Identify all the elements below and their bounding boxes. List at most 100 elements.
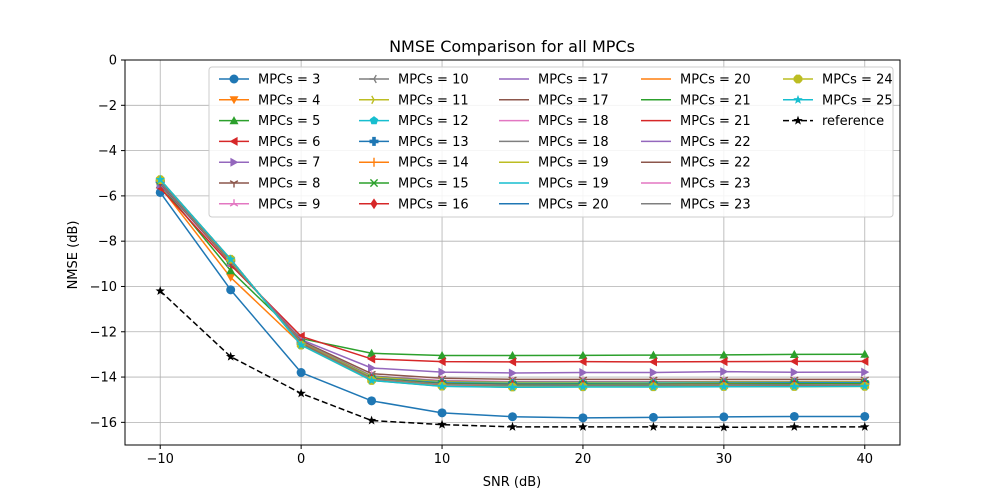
legend-entry: MPCs = 5 — [219, 114, 320, 129]
y-tick-label: −10 — [90, 280, 117, 295]
legend-entry: MPCs = 9 — [219, 197, 320, 212]
series-31 — [155, 286, 870, 432]
legend-label: MPCs = 15 — [398, 177, 469, 192]
legend: MPCs = 3 MPCs = 4 MPCs = 5 MPCs = 6 MPCs = 7… — [208, 66, 894, 218]
data-point — [860, 356, 869, 366]
legend-entry: MPCs = 4 — [219, 93, 320, 108]
legend-box — [208, 66, 894, 218]
data-point — [369, 116, 379, 125]
data-point — [648, 382, 659, 392]
data-point — [296, 340, 306, 350]
data-point — [508, 368, 517, 378]
y-tick-label: −12 — [90, 325, 117, 340]
data-point — [229, 74, 239, 84]
data-point — [790, 367, 799, 377]
legend-entry: MPCs = 23 — [641, 177, 751, 192]
data-point — [860, 421, 870, 431]
legend-label: MPCs = 11 — [398, 93, 469, 108]
legend-label: MPCs = 13 — [398, 135, 469, 150]
legend-label: MPCs = 5 — [258, 114, 320, 129]
data-point — [437, 357, 446, 367]
data-point — [508, 412, 517, 422]
series-layer — [155, 174, 870, 432]
legend-label: MPCs = 23 — [680, 197, 751, 212]
legend-label: MPCs = 18 — [538, 114, 609, 129]
legend-entry: MPCs = 3 — [219, 73, 320, 88]
x-axis-label: SNR (dB) — [483, 475, 541, 490]
legend-entry: MPCs = 10 — [359, 73, 469, 88]
data-point — [789, 356, 798, 366]
legend-label: MPCs = 21 — [680, 93, 751, 108]
series-30 — [155, 174, 870, 392]
data-point — [370, 198, 378, 210]
data-point — [578, 350, 588, 359]
data-point — [366, 415, 377, 425]
legend-label: MPCs = 21 — [680, 114, 751, 129]
data-point — [437, 408, 447, 418]
data-point — [366, 375, 377, 385]
legend-entry: MPCs = 12 — [359, 114, 469, 129]
data-point — [437, 419, 447, 429]
data-point — [789, 411, 799, 421]
data-point — [369, 136, 379, 146]
legend-entry: MPCs = 15 — [359, 177, 469, 192]
data-point — [861, 367, 870, 377]
data-point — [649, 368, 658, 378]
data-point — [367, 363, 377, 373]
data-point — [578, 382, 588, 392]
legend-label: MPCs = 10 — [398, 73, 469, 88]
legend-label: MPCs = 17 — [538, 73, 609, 88]
legend-label: MPCs = 3 — [258, 73, 320, 88]
legend-entry: MPCs = 18 — [499, 114, 609, 129]
legend-entry: MPCs = 23 — [641, 197, 751, 212]
data-point — [578, 357, 587, 367]
legend-entry: MPCs = 21 — [641, 114, 751, 129]
data-point — [226, 273, 236, 282]
y-tick-label: −8 — [98, 235, 117, 250]
data-point — [719, 381, 729, 391]
legend-label: MPCs = 25 — [822, 93, 893, 108]
legend-entry: MPCs = 6 — [219, 135, 320, 150]
legend-label: MPCs = 7 — [258, 156, 320, 171]
data-point — [155, 286, 165, 296]
data-point — [719, 412, 729, 422]
y-tick-label: −16 — [90, 416, 117, 431]
legend-entry: MPCs = 13 — [359, 135, 469, 150]
data-point — [793, 115, 803, 125]
legend-label: MPCs = 23 — [680, 177, 751, 192]
data-point — [369, 157, 379, 167]
legend-entry: MPCs = 22 — [641, 156, 751, 171]
data-point — [648, 357, 658, 367]
x-tick-label: 10 — [434, 452, 451, 467]
data-point — [860, 349, 870, 358]
legend-label: MPCs = 12 — [398, 114, 469, 129]
legend-entry: MPCs = 17 — [499, 93, 609, 108]
legend-label: MPCs = 8 — [258, 177, 320, 192]
data-point — [369, 74, 377, 84]
data-point — [793, 94, 803, 104]
y-tick-label: −2 — [98, 99, 117, 114]
data-point — [367, 354, 376, 364]
legend-entry: MPCs = 19 — [499, 156, 609, 171]
data-point — [229, 180, 239, 188]
data-point — [578, 413, 588, 423]
data-point — [648, 350, 658, 359]
data-point — [507, 382, 518, 392]
x-tick-label: −10 — [147, 452, 174, 467]
data-point — [229, 136, 238, 146]
legend-label: MPCs = 20 — [538, 197, 609, 212]
legend-label: MPCs = 19 — [538, 156, 609, 171]
data-point — [579, 368, 588, 378]
legend-label: MPCs = 14 — [398, 156, 469, 171]
data-point — [719, 422, 729, 432]
data-point — [230, 157, 239, 167]
data-point — [437, 351, 447, 360]
legend-label: MPCs = 18 — [538, 135, 609, 150]
data-point — [648, 421, 659, 431]
legend-label: MPCs = 17 — [538, 93, 609, 108]
legend-label: reference — [822, 114, 884, 129]
legend-entry: MPCs = 14 — [359, 156, 469, 171]
data-point — [793, 74, 803, 84]
legend-entry: MPCs = 19 — [499, 177, 609, 192]
